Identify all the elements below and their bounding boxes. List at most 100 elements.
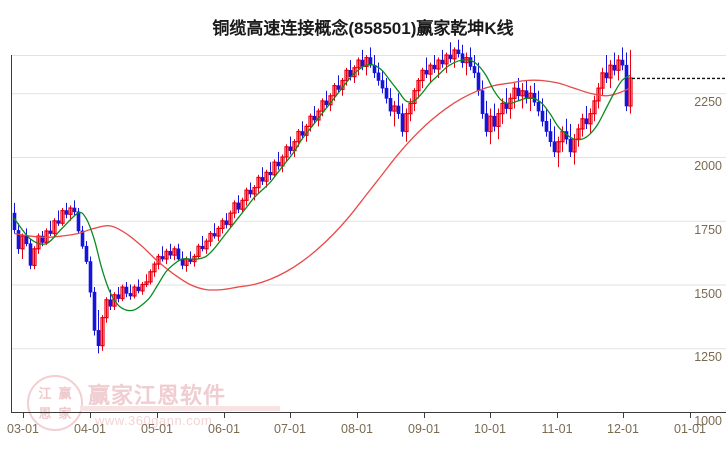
candle-body-up	[164, 250, 169, 260]
candle-body-up	[592, 100, 597, 115]
seal-ring	[27, 375, 83, 431]
candle-body-down	[312, 115, 317, 121]
candle-body-up	[520, 90, 525, 97]
candle-body-down	[136, 286, 141, 292]
candle-body-down	[224, 220, 229, 225]
candle-body-down	[200, 245, 205, 250]
candle-body-up	[220, 220, 225, 230]
candle-body-down	[212, 233, 217, 237]
candle-body-up	[420, 69, 425, 82]
watermark-seal-logo: 江 赢 恩 家	[27, 375, 83, 431]
candle-body-down	[360, 59, 365, 67]
candle-body-up	[148, 271, 153, 283]
candle-body-down	[40, 235, 45, 243]
candle-body-down	[484, 113, 489, 132]
candle-body-up	[332, 84, 337, 97]
ma-long-line	[13, 79, 631, 291]
x-tick-label-03-01: 03-01	[7, 422, 39, 436]
candle-body-up	[588, 113, 593, 125]
candle-body-down	[516, 87, 521, 97]
candle-body-up	[228, 212, 233, 226]
candle-body-down	[432, 64, 437, 70]
candle-body-up	[628, 77, 633, 107]
candle-body-up	[512, 87, 517, 99]
candle-body-up	[488, 115, 493, 133]
candle-body-up	[364, 56, 369, 68]
x-tick-label-01-01: 01-01	[674, 422, 706, 436]
candle-body-down	[584, 118, 589, 125]
candle-body-up	[444, 54, 449, 65]
candle-body-up	[120, 286, 125, 300]
candle-body-down	[460, 53, 465, 63]
axis-lines	[11, 55, 726, 413]
y-tick-label-1750: 1750	[694, 222, 722, 237]
candle-body-up	[240, 199, 245, 210]
candle-body-up	[436, 59, 441, 70]
candle-body-up	[496, 113, 501, 128]
candle-body-up	[172, 248, 177, 256]
candle-body-down	[552, 141, 557, 153]
y-tick-label-1000: 1000	[694, 414, 722, 428]
candle-body-down	[384, 87, 389, 99]
candle-body-up	[408, 102, 413, 115]
candle-body-down	[324, 100, 329, 106]
candle-body-up	[356, 59, 361, 69]
candle-body-up	[272, 161, 277, 176]
candle-body-up	[244, 189, 249, 201]
candle-body-down	[48, 230, 53, 234]
candle-body-down	[168, 251, 173, 256]
candle-body-down	[236, 202, 241, 210]
candle-body-down	[612, 64, 617, 71]
candle-body-up	[140, 283, 145, 292]
candle-body-up	[152, 263, 157, 273]
x-tick-label-08-01: 08-01	[341, 422, 373, 436]
candle-body-down	[472, 66, 477, 74]
candle-body-down	[536, 101, 541, 112]
candle-body-up	[616, 59, 621, 71]
candle-body-down	[336, 85, 341, 90]
candle-body-up	[252, 187, 257, 195]
candle-body-up	[216, 227, 221, 237]
candle-body-up	[104, 299, 109, 319]
candle-body-up	[308, 115, 313, 127]
x-tick-label-12-01: 12-01	[607, 422, 639, 436]
candle-body-up	[600, 72, 605, 89]
candle-body-down	[116, 294, 121, 299]
x-tick-marks	[23, 412, 691, 418]
candle-body-down	[424, 70, 429, 75]
candle-body-down	[108, 299, 113, 307]
candle-body-down	[456, 49, 461, 55]
seal-char-1: 赢	[58, 385, 72, 401]
seal-char-0: 江	[38, 385, 52, 401]
watermark-url: www.360gann.com	[95, 413, 213, 428]
candle-body-down	[160, 256, 165, 260]
candle-body-up	[60, 209, 65, 224]
candle-body-up	[20, 235, 25, 250]
candle-body-up	[580, 118, 585, 130]
candle-body-up	[428, 64, 433, 75]
candle-body-down	[88, 261, 93, 293]
candle-body-down	[492, 115, 497, 127]
x-tick-label-07-01: 07-01	[274, 422, 306, 436]
candle-body-up	[100, 317, 105, 347]
candle-body-down	[388, 98, 393, 112]
candle-body-down	[260, 177, 265, 182]
candle-body-up	[264, 171, 269, 182]
ma-short-path	[13, 58, 631, 312]
candle-body-down	[396, 105, 401, 114]
candle-body-up	[416, 79, 421, 92]
x-tick-label-10-01: 10-01	[474, 422, 506, 436]
x-tick-label-06-01: 06-01	[208, 422, 240, 436]
candle-body-up	[608, 64, 613, 79]
watermark-brand: 赢家江恩软件	[88, 383, 227, 408]
candle-body-up	[112, 294, 117, 307]
candle-body-down	[124, 286, 129, 294]
candle-body-up	[284, 146, 289, 158]
candle-body-down	[76, 211, 81, 232]
candle-body-down	[96, 330, 101, 346]
y-tick-label-1250: 1250	[694, 350, 722, 365]
candle-body-down	[624, 64, 629, 107]
x-tick-label-11-01: 11-01	[541, 422, 573, 436]
candle-body-up	[452, 49, 457, 60]
